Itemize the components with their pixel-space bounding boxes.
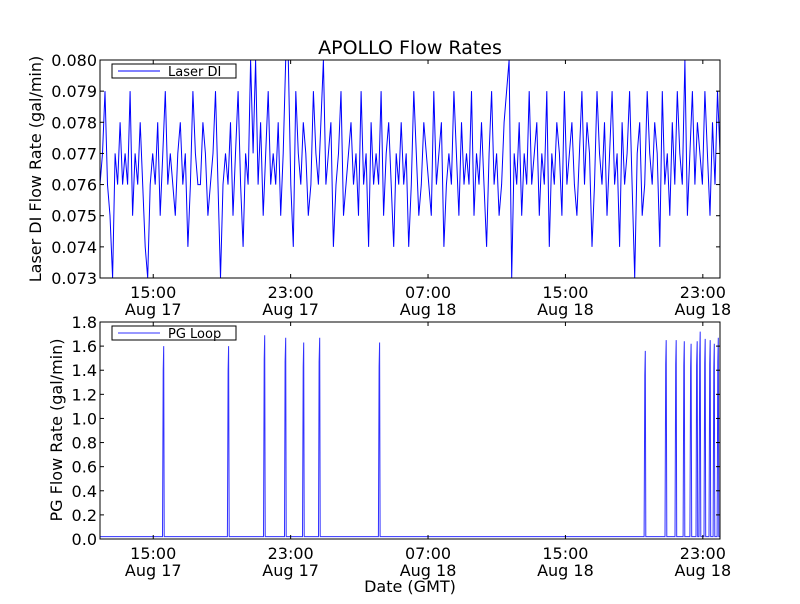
legend-label: Laser DI (168, 65, 221, 80)
laser-di-y-axis-label: Laser DI Flow Rate (gal/min) (26, 56, 45, 283)
x-tick-date-label: Aug 17 (125, 561, 182, 580)
chart-title: APOLLO Flow Rates (318, 37, 502, 59)
x-tick-time-label: 15:00 (130, 283, 176, 302)
y-tick-label: 1.4 (72, 361, 97, 380)
y-tick-label: 1.2 (72, 385, 97, 404)
y-tick-label: 1.6 (72, 337, 97, 356)
x-tick-time-label: 15:00 (542, 544, 588, 563)
laser-di-series-line (100, 60, 720, 278)
x-tick-time-label: 23:00 (680, 283, 726, 302)
y-tick-label: 0.4 (72, 482, 97, 501)
x-tick-date-label: Aug 18 (537, 561, 594, 580)
y-tick-label: 0.2 (72, 506, 97, 525)
y-tick-label: 0.080 (51, 51, 97, 70)
x-tick-time-label: 23:00 (680, 544, 726, 563)
x-tick-time-label: 15:00 (130, 544, 176, 563)
legend-box (111, 325, 237, 341)
x-tick-date-label: Aug 18 (674, 300, 731, 319)
y-tick-label: 0.079 (51, 82, 97, 101)
axes-frame (99, 321, 721, 540)
x-tick-date-label: Aug 18 (400, 561, 457, 580)
y-tick-label: 0.077 (51, 144, 97, 163)
legend-box (111, 63, 237, 79)
y-tick-label: 1.8 (72, 313, 97, 332)
x-tick-time-label: 15:00 (542, 283, 588, 302)
x-tick-date-label: Aug 18 (400, 300, 457, 319)
x-axis-label: Date (GMT) (364, 577, 456, 596)
y-tick-label: 0.0 (72, 530, 97, 549)
y-tick-label: 0.073 (51, 269, 97, 288)
x-tick-date-label: Aug 18 (537, 300, 594, 319)
y-tick-label: 0.076 (51, 176, 97, 195)
y-tick-label: 0.8 (72, 434, 97, 453)
y-tick-label: 1.0 (72, 409, 97, 428)
y-tick-label: 0.075 (51, 207, 97, 226)
x-tick-date-label: Aug 17 (262, 300, 319, 319)
x-tick-date-label: Aug 17 (262, 561, 319, 580)
x-tick-time-label: 23:00 (268, 544, 314, 563)
y-tick-label: 0.074 (51, 238, 97, 257)
y-tick-label: 0.078 (51, 113, 97, 132)
laser-di-axes: 0.073 0.074 0.075 0.076 0.077 0.078 0.079 0.080… (51, 51, 731, 319)
x-tick-time-label: 07:00 (405, 544, 451, 563)
x-tick-date-label: Aug 17 (125, 300, 182, 319)
y-tick-label: 0.6 (72, 458, 97, 477)
pg-loop-series-line (100, 331, 720, 538)
x-tick-date-label: Aug 18 (674, 561, 731, 580)
pg-y-axis-label: PG Flow Rate (gal/min) (47, 339, 66, 522)
x-tick-time-label: 07:00 (405, 283, 451, 302)
axes-frame (99, 59, 721, 279)
legend-label: PG Loop (168, 327, 221, 342)
x-tick-time-label: 23:00 (268, 283, 314, 302)
